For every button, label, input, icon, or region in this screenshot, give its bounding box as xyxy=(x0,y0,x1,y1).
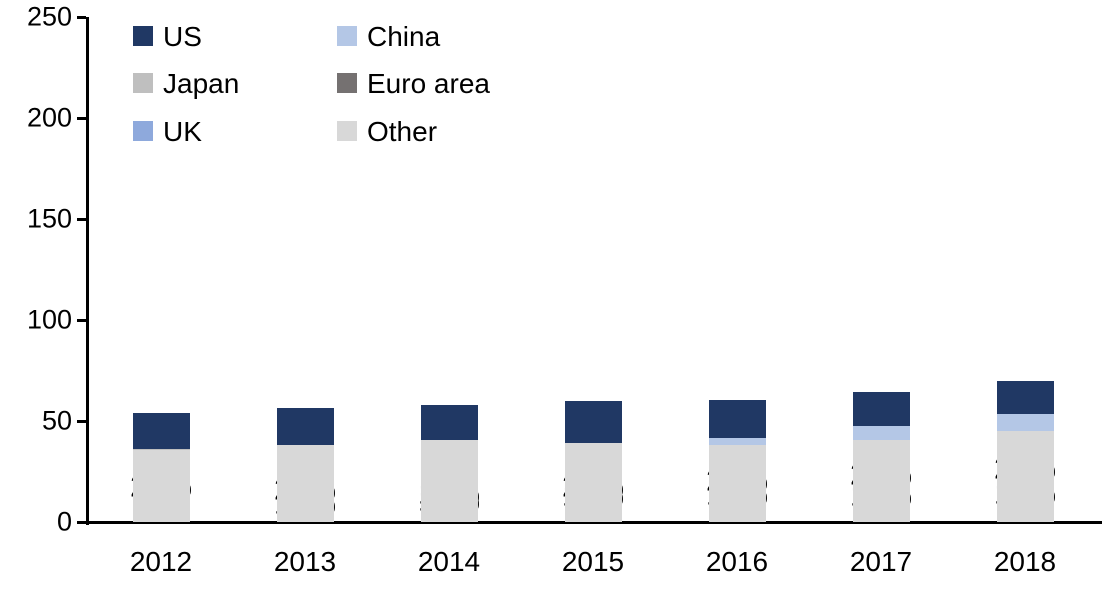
x-axis-tick-label-2015: 2015 xyxy=(561,546,625,577)
y-axis-tick-label: 50 xyxy=(41,405,72,436)
x-axis-tick-label-2017: 2017 xyxy=(849,546,913,577)
y-tick-200 xyxy=(77,117,86,120)
legend-label-us: US xyxy=(163,21,202,52)
x-axis-line xyxy=(86,521,1102,524)
y-axis-tick-label: 150 xyxy=(26,203,72,234)
legend-label-uk: UK xyxy=(163,116,202,147)
y-axis-tick-label: 0 xyxy=(56,506,72,537)
bar-segment-2015-other xyxy=(564,443,622,522)
bar-segment-2018-other xyxy=(996,431,1054,522)
x-axis-tick-label-2014: 2014 xyxy=(417,546,481,577)
y-axis-line xyxy=(86,17,89,525)
legend-label-other: Other xyxy=(367,116,438,147)
y-axis-tick-label: 250 xyxy=(26,1,72,32)
x-axis-tick-label-2018: 2018 xyxy=(993,546,1057,577)
legend-us-swatch-icon xyxy=(133,26,153,46)
legend-label-japan: Japan xyxy=(163,68,240,99)
bar-segment-2016-other xyxy=(708,445,766,522)
legend-euro-area-swatch-icon xyxy=(337,73,357,93)
x-axis-tick-label-2012: 2012 xyxy=(129,546,193,577)
bar-segment-2012-other xyxy=(132,450,190,522)
legend-label-euro-area: Euro area xyxy=(367,68,490,99)
legend-japan-swatch-icon xyxy=(133,73,153,93)
y-tick-0 xyxy=(77,521,86,524)
bar-segment-2017-other xyxy=(852,440,910,522)
y-tick-150 xyxy=(77,218,86,221)
x-axis-tick-label-2016: 2016 xyxy=(705,546,769,577)
y-tick-100 xyxy=(77,319,86,322)
y-axis-tick-label: 100 xyxy=(26,304,72,335)
legend-other-swatch-icon xyxy=(337,121,357,141)
bar-segment-2014-other xyxy=(420,440,478,522)
legend-label-china: China xyxy=(367,21,441,52)
bar-segment-2013-other xyxy=(276,445,334,522)
legend-uk-swatch-icon xyxy=(133,121,153,141)
legend-china-swatch-icon xyxy=(337,26,357,46)
y-tick-50 xyxy=(77,420,86,423)
x-axis-tick-label-2013: 2013 xyxy=(273,546,337,577)
y-tick-250 xyxy=(77,16,86,19)
y-axis-tick-label: 200 xyxy=(26,102,72,133)
